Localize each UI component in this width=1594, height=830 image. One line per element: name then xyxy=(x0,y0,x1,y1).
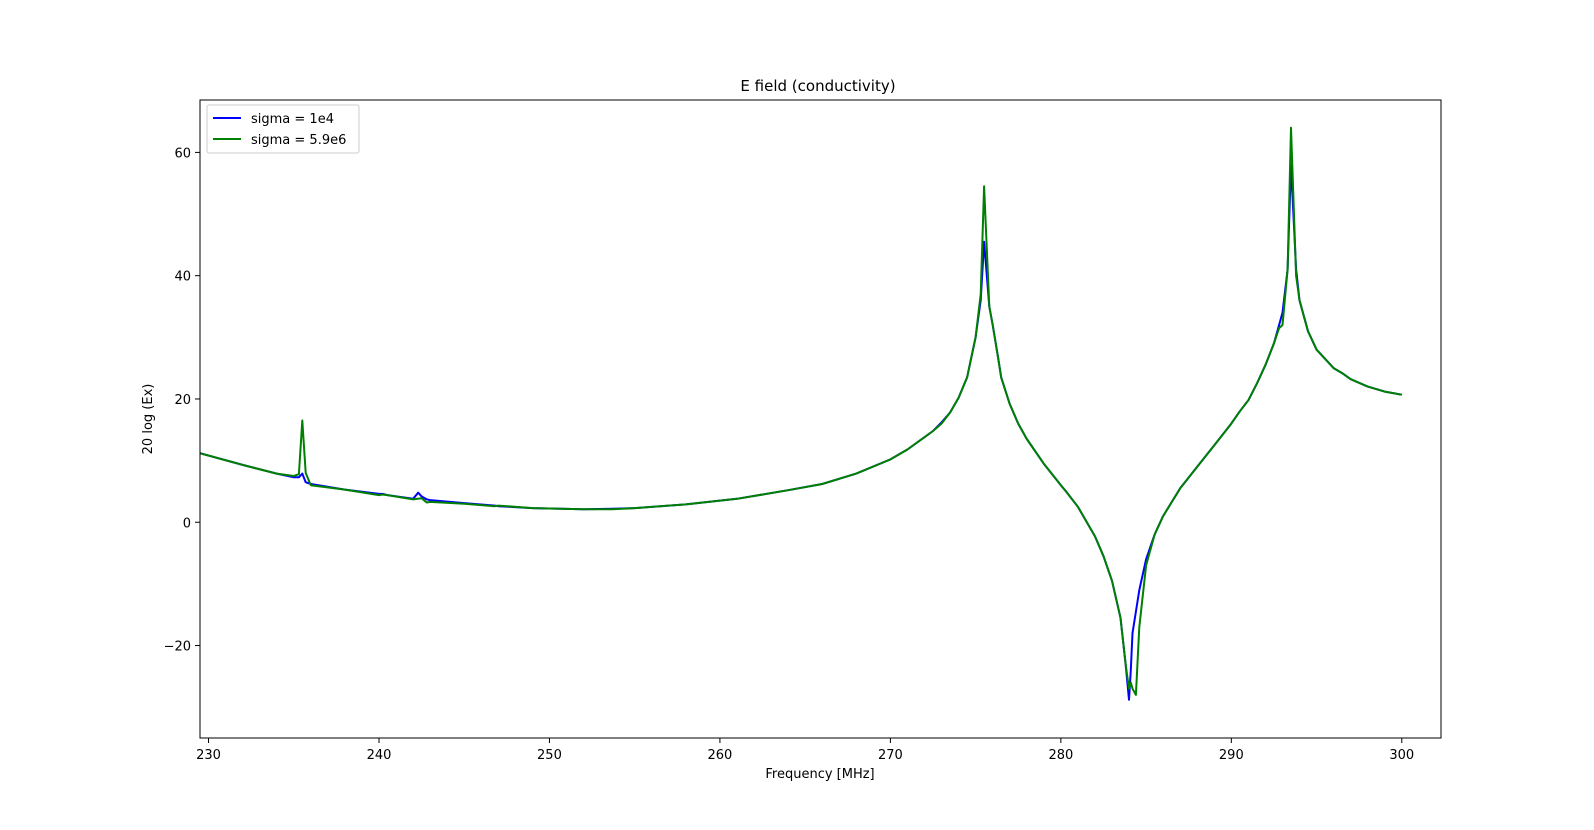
x-tick-label: 300 xyxy=(1389,748,1414,763)
x-axis: 230 240 250 260 270 280 290 300 xyxy=(196,738,1414,763)
y-tick-label: −20 xyxy=(164,640,191,655)
y-tick-label: 0 xyxy=(183,516,191,531)
x-axis-label: Frequency [MHz] xyxy=(765,767,874,782)
x-tick-label: 270 xyxy=(878,748,903,763)
x-tick-label: 230 xyxy=(196,748,221,763)
legend-label-sigma-5-9e6: sigma = 5.9e6 xyxy=(251,133,346,148)
legend-box xyxy=(206,104,360,154)
y-tick-label: 20 xyxy=(174,393,191,408)
y-axis: −20 0 20 40 60 xyxy=(164,146,200,655)
chart-title: E field (conductivity) xyxy=(740,77,895,95)
plot-frame xyxy=(199,99,1442,739)
x-tick-label: 260 xyxy=(708,748,733,763)
legend-label-sigma-1e4: sigma = 1e4 xyxy=(251,112,334,127)
x-tick-label: 280 xyxy=(1048,748,1073,763)
x-tick-label: 290 xyxy=(1219,748,1244,763)
y-axis-label: 20 log (Ex) xyxy=(141,384,156,455)
y-tick-label: 60 xyxy=(174,146,191,161)
x-tick-label: 240 xyxy=(367,748,392,763)
y-tick-label: 40 xyxy=(174,270,191,285)
legend: sigma = 1e4 sigma = 5.9e6 xyxy=(206,104,360,154)
x-tick-label: 250 xyxy=(537,748,562,763)
series-line-sigma-5-9e6 xyxy=(200,126,1402,696)
series-layer xyxy=(200,126,1402,701)
